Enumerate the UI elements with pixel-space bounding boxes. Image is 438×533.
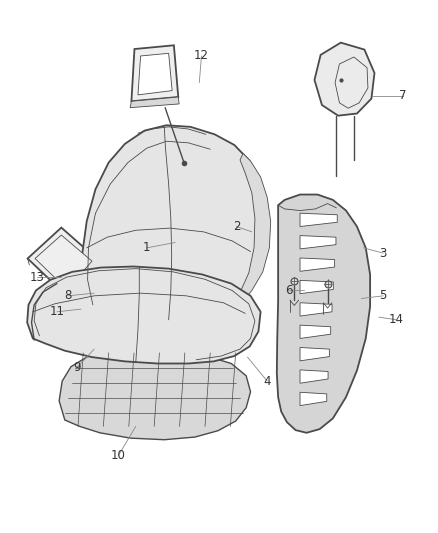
Polygon shape xyxy=(300,392,327,406)
Polygon shape xyxy=(300,280,333,294)
Polygon shape xyxy=(300,258,335,271)
Polygon shape xyxy=(300,213,337,227)
Polygon shape xyxy=(300,325,331,338)
Text: 1: 1 xyxy=(143,241,151,254)
Polygon shape xyxy=(236,154,271,301)
Polygon shape xyxy=(81,125,263,322)
Polygon shape xyxy=(277,195,370,433)
Text: 2: 2 xyxy=(233,220,240,233)
Text: 8: 8 xyxy=(64,289,71,302)
Text: 14: 14 xyxy=(389,313,404,326)
Text: 9: 9 xyxy=(73,361,81,374)
Polygon shape xyxy=(35,235,92,289)
Polygon shape xyxy=(138,53,172,95)
Polygon shape xyxy=(300,303,332,316)
Text: 13: 13 xyxy=(30,271,45,284)
Polygon shape xyxy=(300,348,329,361)
Polygon shape xyxy=(335,57,368,108)
Text: 5: 5 xyxy=(380,289,387,302)
Polygon shape xyxy=(300,370,328,383)
Polygon shape xyxy=(314,43,374,116)
Polygon shape xyxy=(131,45,178,101)
Text: 3: 3 xyxy=(380,247,387,260)
Text: 11: 11 xyxy=(49,305,64,318)
Polygon shape xyxy=(300,236,336,249)
Polygon shape xyxy=(27,266,261,364)
Polygon shape xyxy=(130,97,179,108)
Text: 10: 10 xyxy=(111,449,126,462)
Text: 7: 7 xyxy=(399,90,407,102)
Polygon shape xyxy=(28,228,99,297)
Text: 6: 6 xyxy=(285,284,293,297)
Polygon shape xyxy=(59,351,251,440)
Text: 12: 12 xyxy=(194,50,209,62)
Text: 4: 4 xyxy=(263,375,271,387)
